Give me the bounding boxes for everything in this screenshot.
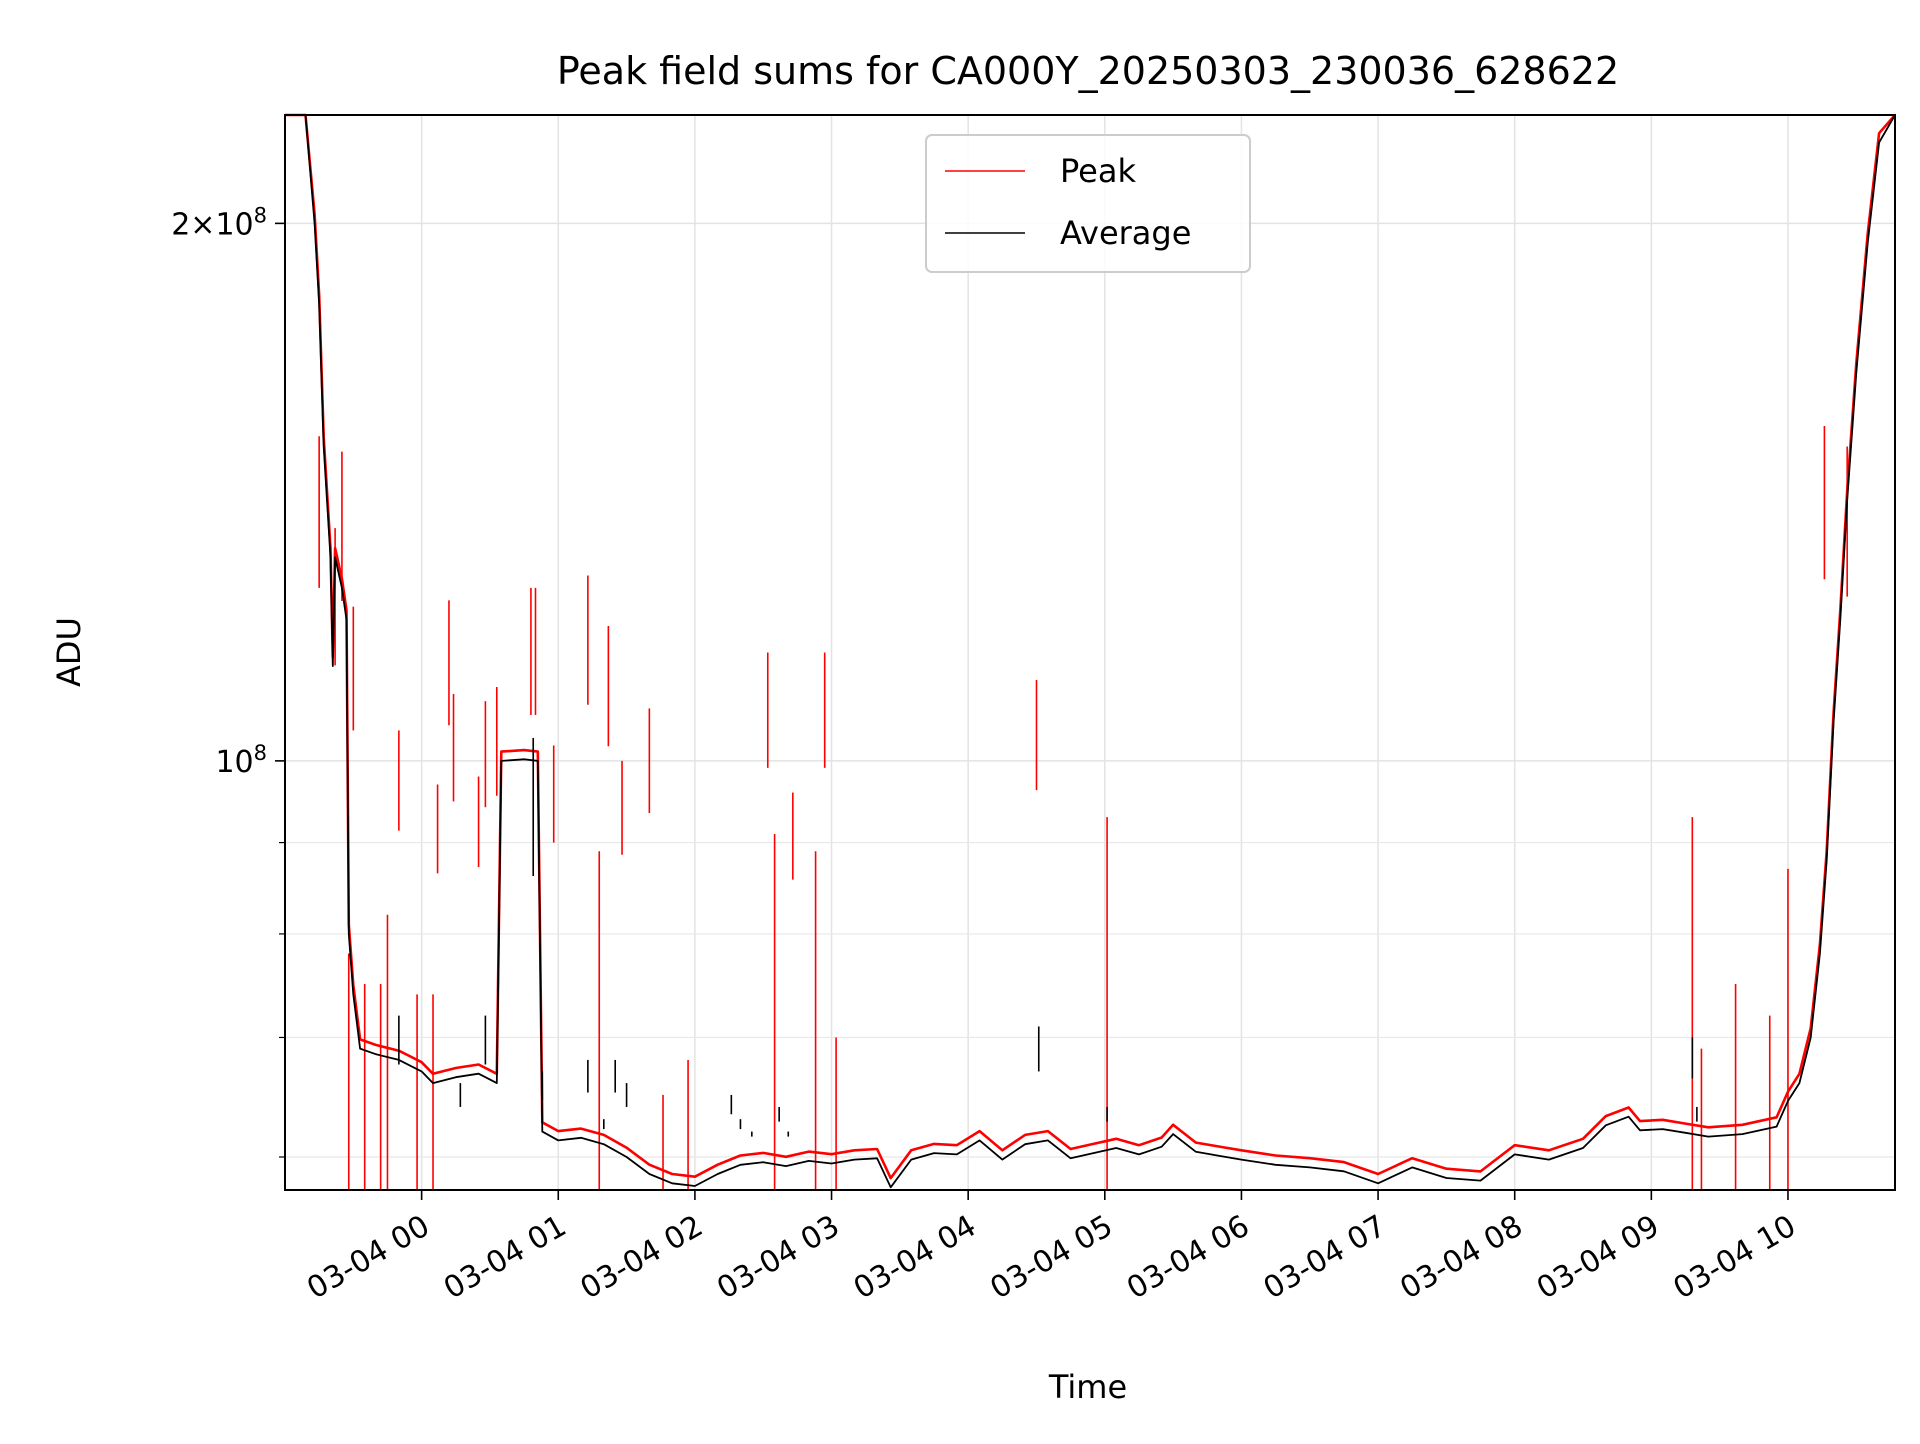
plot-frame (284, 114, 1896, 1191)
legend: Peak Average (925, 134, 1251, 273)
series-average-spikes (398, 737, 1698, 1137)
legend-label-average: Average (1060, 214, 1191, 252)
y-tick-label: 2×108 (171, 203, 267, 242)
x-axis-title: Time (1048, 1368, 1127, 1406)
series-peak-spikes (318, 426, 1848, 1190)
y-axis-title: ADU (50, 617, 88, 687)
series-average-line (285, 114, 1896, 1189)
legend-label-peak: Peak (1060, 152, 1136, 190)
series-layer (285, 113, 1896, 1190)
chart-title: Peak field sums for CA000Y_20250303_2300… (557, 49, 1619, 93)
y-tick-label: 108 (215, 741, 267, 780)
legend-box (925, 134, 1251, 273)
